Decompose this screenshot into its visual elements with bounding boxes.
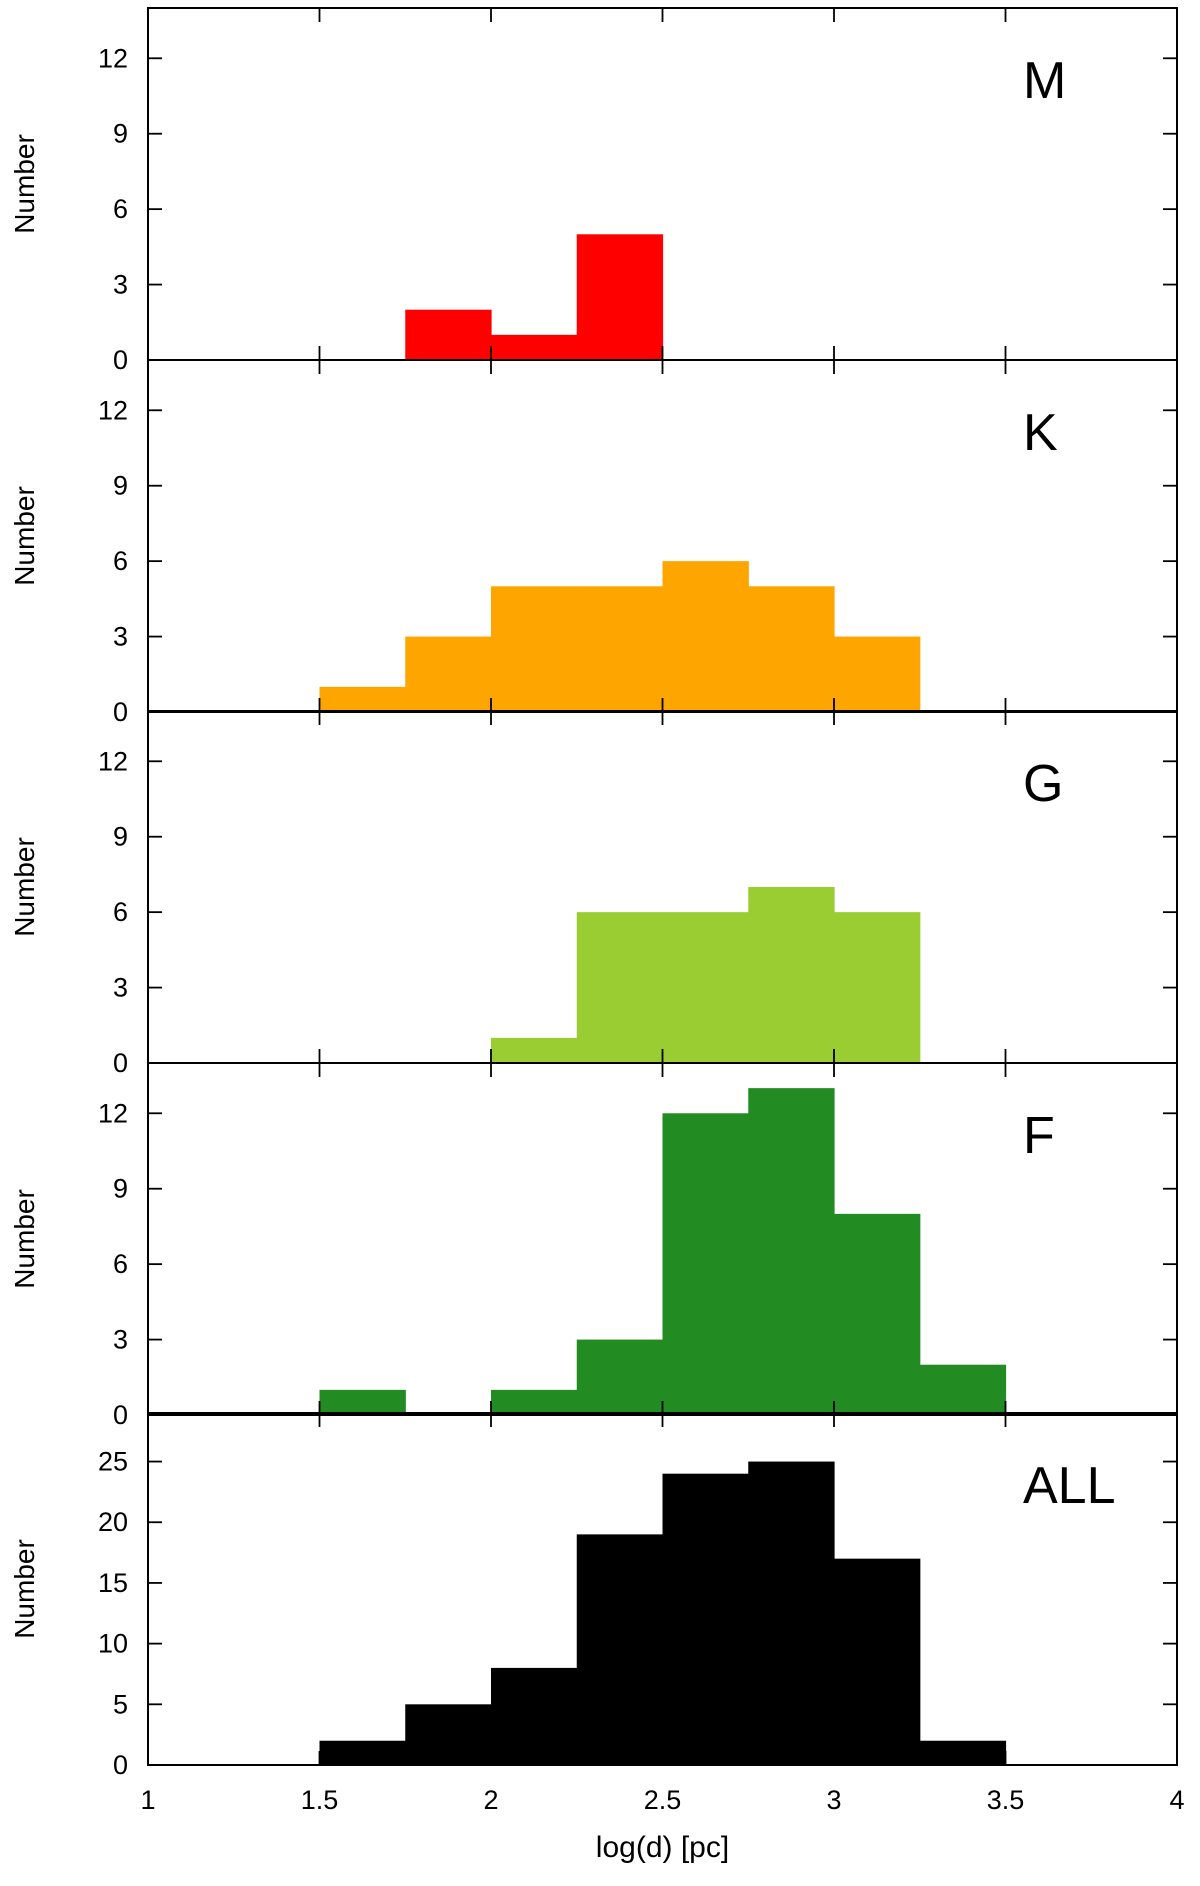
bar-k-0 <box>319 686 406 712</box>
bar-f-4 <box>662 1113 749 1415</box>
bar-k-1 <box>405 636 492 712</box>
bar-f-7 <box>919 1364 1007 1415</box>
y-tick-label: 25 <box>98 1447 128 1477</box>
x-tick-label: 2 <box>483 1785 498 1815</box>
y-tick-label: 3 <box>113 270 128 300</box>
y-tick-label: 12 <box>98 1098 128 1128</box>
y-axis-label: Number <box>9 837 40 937</box>
y-tick-label: 12 <box>98 43 128 73</box>
panel-label-g: G <box>1023 755 1063 813</box>
y-tick-label: 12 <box>98 395 128 425</box>
y-axis-label: Number <box>9 1189 40 1289</box>
x-tick-label: 1 <box>140 1785 155 1815</box>
y-tick-label: 0 <box>113 1048 128 1078</box>
bar-all-1 <box>405 1704 492 1765</box>
y-axis-label: Number <box>9 134 40 234</box>
bar-f-3 <box>576 1339 664 1415</box>
bar-g-2 <box>662 912 749 1063</box>
y-tick-label: 0 <box>113 1400 128 1430</box>
bar-g-1 <box>576 912 664 1063</box>
y-tick-label: 0 <box>113 697 128 727</box>
bar-g-3 <box>748 887 835 1063</box>
bar-all-2 <box>491 1667 578 1765</box>
bar-k-4 <box>662 561 749 712</box>
y-tick-label: 9 <box>113 119 128 149</box>
bar-all-0 <box>319 1740 406 1765</box>
panel-label-all: ALL <box>1023 1457 1116 1515</box>
x-tick-label: 3 <box>826 1785 841 1815</box>
y-tick-label: 3 <box>113 973 128 1003</box>
y-tick-label: 0 <box>113 345 128 375</box>
y-tick-label: 9 <box>113 471 128 501</box>
x-tick-label: 1.5 <box>301 1785 339 1815</box>
y-axis-label: Number <box>9 486 40 586</box>
bar-all-7 <box>919 1740 1007 1765</box>
bar-g-4 <box>834 912 921 1063</box>
bar-f-2 <box>491 1389 578 1415</box>
bar-all-6 <box>834 1558 921 1765</box>
bar-m-2 <box>576 234 664 360</box>
y-tick-label: 5 <box>113 1689 128 1719</box>
x-axis-label: log(d) [pc] <box>596 1831 729 1864</box>
y-axis-label: Number <box>9 1539 40 1639</box>
x-tick-label: 2.5 <box>644 1785 682 1815</box>
y-tick-label: 0 <box>113 1750 128 1780</box>
y-tick-label: 6 <box>113 546 128 576</box>
y-tick-label: 9 <box>113 822 128 852</box>
bar-g-0 <box>491 1037 578 1063</box>
y-tick-label: 6 <box>113 194 128 224</box>
bar-all-3 <box>576 1534 664 1765</box>
y-tick-label: 6 <box>113 897 128 927</box>
y-tick-label: 6 <box>113 1249 128 1279</box>
y-tick-label: 20 <box>98 1507 128 1537</box>
bar-k-6 <box>834 636 921 712</box>
bar-all-5 <box>748 1461 835 1765</box>
bar-all-4 <box>662 1473 749 1765</box>
bar-f-0 <box>319 1389 406 1415</box>
y-tick-label: 15 <box>98 1568 128 1598</box>
x-tick-label: 3.5 <box>987 1785 1025 1815</box>
y-tick-label: 3 <box>113 622 128 652</box>
bar-m-1 <box>491 334 578 360</box>
bar-k-2 <box>491 586 578 712</box>
panel-label-k: K <box>1023 404 1058 462</box>
bar-k-5 <box>748 586 835 712</box>
panel-label-m: M <box>1023 52 1066 110</box>
y-tick-label: 10 <box>98 1629 128 1659</box>
x-tick-label: 4 <box>1169 1785 1184 1815</box>
panel-label-f: F <box>1023 1107 1055 1165</box>
y-tick-label: 3 <box>113 1325 128 1355</box>
y-tick-label: 12 <box>98 746 128 776</box>
bar-f-5 <box>748 1088 835 1415</box>
bar-f-6 <box>834 1213 921 1415</box>
y-tick-label: 9 <box>113 1174 128 1204</box>
bar-m-0 <box>405 309 492 360</box>
bar-k-3 <box>576 586 664 712</box>
